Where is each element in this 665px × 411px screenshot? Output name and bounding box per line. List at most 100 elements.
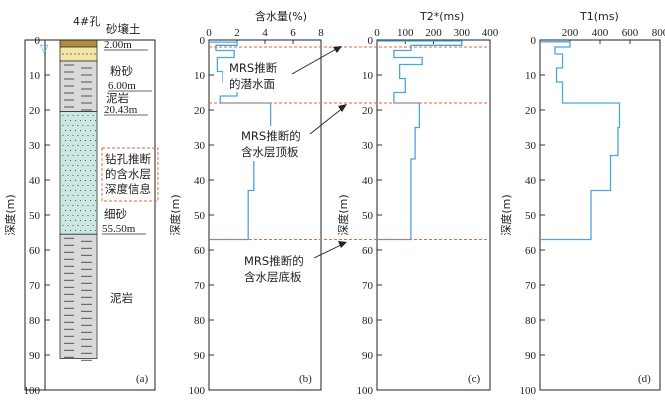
layer-depth-2: 20.43m: [104, 104, 138, 116]
sand-dot: [92, 174, 94, 177]
sand-dot: [87, 214, 89, 217]
y-tick-label: 30: [525, 140, 537, 152]
sand-dot: [92, 184, 94, 187]
sand-dot: [77, 174, 79, 177]
y-tick-label: 60: [194, 245, 206, 257]
y-tick-label: 70: [194, 280, 206, 292]
sand-dot: [69, 229, 72, 232]
sand-dot: [92, 204, 94, 207]
y-tick-label: 80: [362, 315, 374, 327]
sand-dot: [94, 149, 97, 152]
sand-dot: [94, 219, 97, 222]
sand-dot: [94, 209, 97, 212]
y-tick-label: 30: [194, 140, 206, 152]
layer-name-4: 泥岩: [110, 291, 133, 305]
sand-dot: [77, 144, 79, 147]
sand-dot: [79, 129, 82, 132]
chart-frame: [208, 39, 322, 391]
depth-tick-label: 20: [29, 105, 41, 117]
x-tick-label: 4: [262, 27, 268, 39]
y-tick-label: 10: [194, 70, 206, 82]
sand-dot: [92, 124, 94, 127]
x-tick-label: 2: [234, 27, 240, 39]
silt-dot: [78, 53, 80, 55]
panel-label-a: (a): [136, 373, 149, 385]
y-tick-label: 100: [357, 385, 374, 397]
sand-dot: [77, 154, 79, 157]
sand-dot: [67, 204, 69, 207]
sand-dot: [69, 179, 72, 182]
data-curve: [377, 40, 463, 241]
data-curve: [540, 41, 621, 241]
sand-dot: [77, 134, 79, 137]
y-tick-label: 40: [194, 175, 206, 187]
sand-dot: [87, 224, 89, 227]
sand-dot: [67, 124, 69, 127]
sand-dot: [79, 199, 82, 202]
sand-dot: [84, 199, 87, 202]
sand-dot: [64, 129, 67, 132]
sand-dot: [87, 164, 89, 167]
annotation-aquifer-bottom: MRS推断的 含水层底板: [238, 241, 347, 287]
sand-dot: [62, 154, 64, 157]
sand-dot: [79, 219, 82, 222]
y-tick-label: 50: [362, 210, 374, 222]
y-tick-label: 0: [200, 35, 206, 47]
sand-dot: [62, 224, 64, 227]
y-tick-label: 50: [525, 210, 537, 222]
sand-dot: [67, 144, 69, 147]
x-tick-label: 200: [425, 27, 442, 39]
sand-dot: [69, 169, 72, 172]
y-tick-label: 30: [362, 140, 374, 152]
layer-name-3: 细砂: [104, 207, 127, 221]
x-tick-label: 600: [622, 27, 639, 39]
sand-dot: [84, 149, 87, 152]
layer-depth-0: 2.00m: [104, 39, 132, 51]
note-line-1: 钻孔推断: [105, 152, 151, 166]
sand-dot: [74, 219, 77, 222]
y-tick-label: 40: [525, 175, 537, 187]
sand-dot: [79, 189, 82, 192]
sand-dot: [64, 159, 67, 162]
x-tick-label: 300: [454, 27, 471, 39]
sand-dot: [64, 139, 67, 142]
x-tick-label: 200: [562, 27, 579, 39]
sand-dot: [72, 114, 74, 117]
sand-dot: [72, 154, 74, 157]
sand-dot: [72, 174, 74, 177]
water-table-line-1: MRS推断: [229, 61, 278, 75]
depth-tick-label: 70: [29, 280, 41, 292]
sand-dot: [94, 129, 97, 132]
sand-dot: [64, 199, 67, 202]
note-line-3: 深度信息: [105, 182, 151, 196]
sand-dot: [89, 179, 92, 182]
y-tick-label: 20: [362, 105, 374, 117]
sand-dot: [64, 179, 67, 182]
annotation-dashes: [209, 46, 490, 240]
sand-dot: [77, 194, 79, 197]
borehole-title: 4#孔: [73, 15, 100, 28]
sand-dot: [72, 194, 74, 197]
note-box: [101, 147, 159, 202]
borehole-column: 0 10 20 30 40 50 60 70 80 90 100 深度(m): [3, 35, 156, 397]
sand-dot: [84, 219, 87, 222]
depth-tick-label: 10: [29, 70, 41, 82]
sand-dot: [92, 164, 94, 167]
sand-dot: [89, 159, 92, 162]
sand-dot: [84, 139, 87, 142]
sand-dot: [67, 134, 69, 137]
sand-dot: [92, 154, 94, 157]
sand-dot: [77, 204, 79, 207]
sand-dot: [82, 154, 84, 157]
aquifer-top-line-2: 含水层顶板: [241, 145, 299, 159]
sand-dot: [67, 174, 69, 177]
y-tick-label: 20: [194, 105, 206, 117]
sand-dot: [77, 184, 79, 187]
sand-dot: [84, 209, 87, 212]
aquifer-bottom-arrowhead: [338, 241, 347, 248]
borehole-panel: 4#孔 0 10 20 30 40 50 60 70 80 90 100 深度(m) ▽ 砂壤土 2.0…: [3, 15, 159, 397]
y-tick-label: 90: [362, 350, 374, 362]
x-tick-label: 400: [482, 27, 499, 39]
sand-dot: [69, 199, 72, 202]
sand-dot: [74, 149, 77, 152]
